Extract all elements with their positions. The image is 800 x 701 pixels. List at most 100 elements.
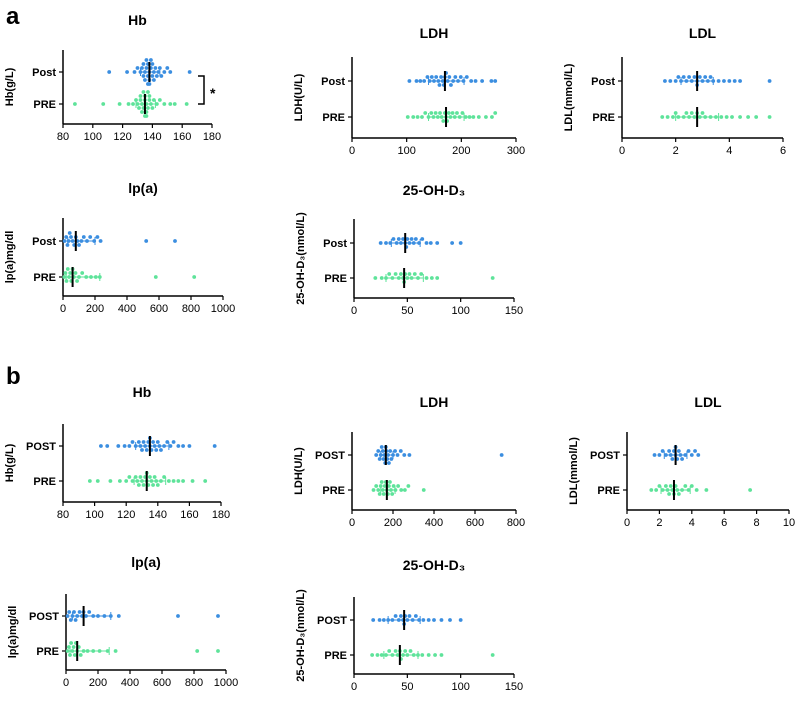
chart-title: lp(a) [128, 180, 158, 196]
data-point [384, 653, 388, 657]
data-point [402, 488, 407, 492]
data-point [402, 453, 407, 457]
data-point [159, 448, 163, 452]
data-point [216, 614, 220, 618]
x-tick-label: 100 [451, 305, 469, 317]
category-label: PRE [33, 272, 56, 284]
data-point [138, 444, 143, 448]
significance-bracket [198, 75, 205, 105]
data-point [140, 479, 144, 483]
data-point [453, 75, 458, 79]
data-point [405, 276, 410, 280]
data-point [490, 115, 494, 119]
data-point [471, 115, 476, 119]
data-point [73, 618, 78, 622]
data-point [75, 279, 79, 283]
data-point [675, 488, 680, 492]
data-point [433, 111, 438, 115]
data-point [389, 488, 393, 492]
data-point [133, 444, 138, 448]
data-point [108, 479, 113, 483]
x-tick-label: 160 [180, 509, 198, 521]
data-point [67, 231, 72, 235]
data-point [403, 649, 408, 653]
data-point [379, 480, 384, 484]
data-point [77, 243, 81, 247]
data-point [449, 83, 453, 87]
data-point [405, 237, 410, 241]
data-point [144, 58, 149, 62]
data-point [153, 275, 158, 279]
data-point [686, 449, 691, 453]
data-point [671, 115, 675, 119]
data-point [85, 239, 89, 243]
data-point [394, 241, 399, 245]
data-point [432, 618, 436, 622]
x-tick-label: 800 [185, 677, 203, 689]
data-point [151, 440, 155, 444]
data-point [412, 272, 417, 276]
category-label: PRE [36, 646, 59, 658]
data-point [396, 237, 401, 241]
data-point [99, 444, 103, 448]
data-point [732, 79, 737, 83]
series-pre [371, 480, 426, 500]
data-point [80, 271, 85, 275]
data-point [448, 618, 452, 622]
data-point [140, 448, 144, 452]
data-point [408, 649, 413, 653]
data-point [379, 276, 384, 280]
data-point [445, 79, 450, 83]
data-point [424, 276, 429, 280]
chart-title: 25-OH-D₃ [403, 182, 465, 198]
data-point [425, 75, 430, 79]
data-point [681, 115, 686, 119]
series-post [99, 436, 217, 456]
x-tick-label: 80 [57, 131, 69, 143]
data-point [73, 271, 78, 275]
data-point [149, 102, 153, 106]
data-point [168, 102, 173, 106]
data-point [373, 276, 378, 280]
data-point [420, 237, 425, 241]
data-point [396, 276, 401, 280]
data-point [422, 79, 427, 83]
data-point [140, 66, 144, 70]
series-post [107, 58, 192, 86]
data-point [441, 119, 446, 123]
data-point [384, 241, 388, 245]
data-point [68, 271, 73, 275]
x-tick-label: 4 [689, 517, 695, 529]
data-point [429, 75, 434, 79]
data-point [77, 610, 82, 614]
data-point [711, 79, 716, 83]
data-point [657, 484, 662, 488]
data-point [216, 649, 220, 653]
data-point [141, 440, 146, 444]
data-point [697, 115, 702, 119]
data-point [439, 653, 444, 657]
data-point [146, 106, 150, 110]
x-tick-label: 1000 [214, 677, 238, 689]
data-point [393, 488, 398, 492]
data-point [689, 484, 694, 488]
data-point [387, 272, 392, 276]
chart-b-9: lp(a) lp(a)mg/dl 0 200 400 600 800 1000 POST PRE [7, 554, 238, 689]
data-point [156, 70, 161, 74]
data-point [136, 483, 141, 487]
x-tick-label: 150 [505, 305, 523, 317]
data-point [489, 79, 494, 83]
y-axis-title: LDL(mmol/L) [568, 437, 580, 505]
data-point [393, 649, 398, 653]
data-point [378, 241, 383, 245]
data-point [396, 484, 401, 488]
chart-a-4: lp(a) lp(a)mg/dl 0 200 400 600 800 1000 Post PRE [4, 180, 235, 315]
data-point [133, 475, 138, 479]
category-label: PRE [322, 485, 345, 497]
data-point [395, 453, 400, 457]
data-point [681, 75, 686, 79]
data-point [190, 479, 195, 483]
data-point [387, 649, 392, 653]
data-point [673, 79, 678, 83]
